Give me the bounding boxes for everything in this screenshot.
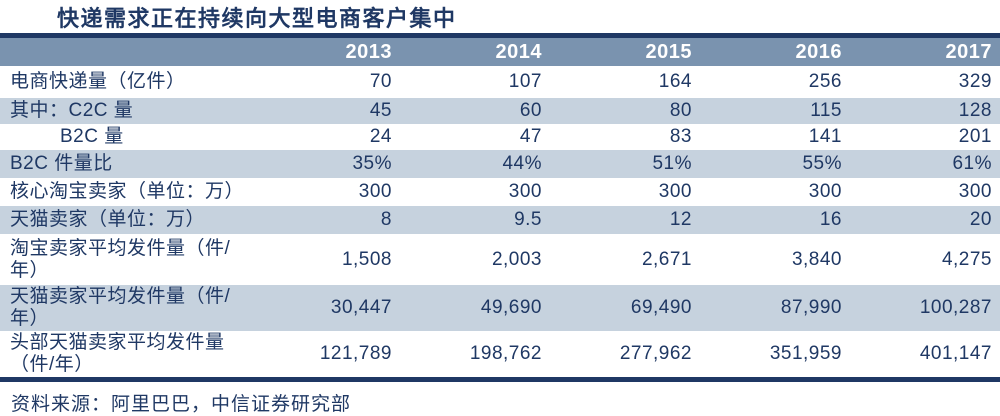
row-label-cell: 头部天猫卖家平均发件量 （件/年） xyxy=(10,332,225,375)
value-cell: 61% xyxy=(952,153,992,174)
table-row: 其中：C2C 量 45 60 80 115 128 xyxy=(0,98,1000,124)
row-label-cell: 淘宝卖家平均发件量（件/ 年） xyxy=(10,237,231,281)
value-cell: 3,840 xyxy=(791,248,842,270)
value-cell: 20 xyxy=(969,209,992,230)
value-cell: 60 xyxy=(519,100,542,121)
row-label-cell: 电商快递量（亿件） xyxy=(10,71,186,92)
table-row: 天猫卖家（单位：万） 8 9.5 12 16 20 xyxy=(0,206,1000,234)
year-header-cell: 2013 xyxy=(250,38,400,66)
source-note: 资料来源：阿里巴巴，中信证券研究部 xyxy=(11,394,352,415)
value-cell: 83 xyxy=(669,126,692,147)
row-label-cell: B2C 件量比 xyxy=(10,153,113,174)
table-row: B2C 件量比 35% 44% 51% 55% 61% xyxy=(0,150,1000,178)
value-cell: 300 xyxy=(658,181,692,202)
value-cell: 70 xyxy=(369,71,392,92)
year-header-cell: 2017 xyxy=(850,38,1000,66)
year-header-cell: 2016 xyxy=(700,38,850,66)
value-cell: 87,990 xyxy=(780,297,842,318)
value-cell: 128 xyxy=(958,100,992,121)
value-cell: 4,275 xyxy=(941,248,992,270)
table-row: 核心淘宝卖家（单位：万） 300 300 300 300 300 xyxy=(0,178,1000,206)
bottom-rule xyxy=(0,377,1000,382)
value-cell: 300 xyxy=(808,181,842,202)
row-label-cell: B2C 量 xyxy=(60,126,124,147)
value-cell: 2,671 xyxy=(641,248,692,270)
figure-title: 快递需求正在持续向大型电商客户集中 xyxy=(57,6,457,31)
value-cell: 351,959 xyxy=(769,343,842,364)
value-cell: 9.5 xyxy=(514,209,542,230)
value-cell: 121,789 xyxy=(319,343,392,364)
top-rule xyxy=(0,33,1000,38)
value-cell: 198,762 xyxy=(469,343,542,364)
value-cell: 1,508 xyxy=(341,248,392,270)
value-cell: 300 xyxy=(508,181,542,202)
value-cell: 44% xyxy=(502,153,542,174)
value-cell: 30,447 xyxy=(330,297,392,318)
value-cell: 35% xyxy=(352,153,392,174)
value-cell: 49,690 xyxy=(480,297,542,318)
value-cell: 69,490 xyxy=(630,297,692,318)
value-cell: 2,003 xyxy=(491,248,542,270)
year-header-cell: 2014 xyxy=(400,38,550,66)
table-row: 头部天猫卖家平均发件量 （件/年） 121,789 198,762 277,96… xyxy=(0,331,1000,377)
value-cell: 47 xyxy=(519,126,542,147)
row-label-cell: 其中：C2C 量 xyxy=(10,100,134,121)
value-cell: 8 xyxy=(380,209,392,230)
value-cell: 141 xyxy=(808,126,842,147)
table-row: B2C 量 24 47 83 141 201 xyxy=(0,124,1000,150)
value-cell: 107 xyxy=(508,71,542,92)
header-empty-cell xyxy=(0,38,250,66)
row-label-cell: 天猫卖家（单位：万） xyxy=(10,209,206,230)
table-row: 电商快递量（亿件） 70 107 164 256 329 xyxy=(0,66,1000,98)
value-cell: 300 xyxy=(958,181,992,202)
year-header-cell: 2015 xyxy=(550,38,700,66)
value-cell: 55% xyxy=(802,153,842,174)
value-cell: 201 xyxy=(958,126,992,147)
table-row: 淘宝卖家平均发件量（件/ 年） 1,508 2,003 2,671 3,840 … xyxy=(0,234,1000,285)
value-cell: 45 xyxy=(369,100,392,121)
value-cell: 16 xyxy=(819,209,842,230)
value-cell: 300 xyxy=(358,181,392,202)
value-cell: 329 xyxy=(958,71,992,92)
value-cell: 277,962 xyxy=(619,343,692,364)
value-cell: 100,287 xyxy=(919,297,992,318)
value-cell: 12 xyxy=(669,209,692,230)
row-label-cell: 核心淘宝卖家（单位：万） xyxy=(10,181,245,202)
row-label-cell: 天猫卖家平均发件量（件/ 年） xyxy=(10,286,231,329)
value-cell: 24 xyxy=(369,126,392,147)
table-row: 天猫卖家平均发件量（件/ 年） 30,447 49,690 69,490 87,… xyxy=(0,285,1000,331)
value-cell: 164 xyxy=(658,71,692,92)
value-cell: 401,147 xyxy=(919,343,992,364)
value-cell: 115 xyxy=(810,100,842,121)
value-cell: 80 xyxy=(669,100,692,121)
value-cell: 256 xyxy=(808,71,842,92)
table-header-row: 2013 2014 2015 2016 2017 xyxy=(0,38,1000,66)
value-cell: 51% xyxy=(652,153,692,174)
data-table: 2013 2014 2015 2016 2017 电商快递量（亿件） 70 10… xyxy=(0,38,1000,377)
